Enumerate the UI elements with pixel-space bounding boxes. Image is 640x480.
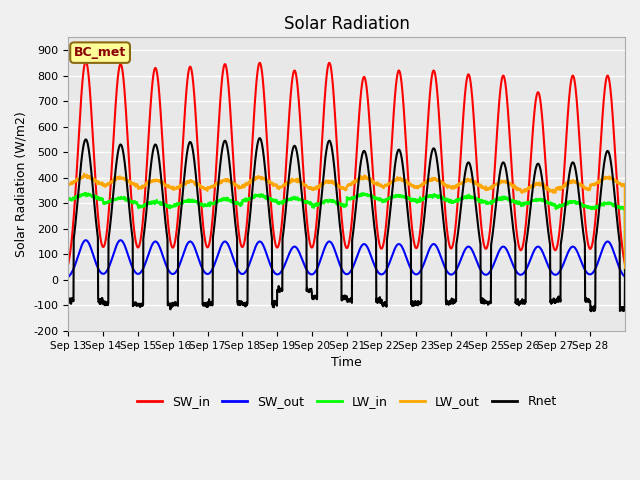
LW_in	[613, 205, 621, 211]
SW_out	[65, 274, 72, 280]
Rnet	[546, 240, 554, 246]
Line: Rnet: Rnet	[68, 138, 625, 311]
SW_in	[82, 59, 90, 64]
SW_out	[380, 270, 388, 276]
LW_out	[241, 182, 248, 188]
LW_in	[380, 198, 388, 204]
Line: SW_in: SW_in	[68, 61, 625, 264]
Y-axis label: Solar Radiation (W/m2): Solar Radiation (W/m2)	[15, 111, 28, 257]
SW_out	[241, 270, 248, 276]
SW_in	[515, 241, 522, 247]
SW_in	[241, 240, 248, 245]
LW_in	[241, 197, 248, 203]
LW_in	[515, 199, 522, 205]
LW_in	[82, 190, 90, 196]
SW_in	[546, 217, 554, 223]
LW_in	[65, 196, 72, 202]
LW_out	[621, 277, 629, 283]
SW_out	[621, 274, 629, 280]
LW_in	[621, 277, 629, 283]
Rnet	[240, 300, 248, 306]
Rnet	[256, 135, 264, 141]
Line: LW_in: LW_in	[68, 193, 625, 280]
Text: BC_met: BC_met	[74, 46, 126, 59]
SW_in	[621, 262, 629, 267]
LW_out	[65, 181, 72, 187]
SW_in	[380, 237, 388, 242]
SW_in	[120, 84, 128, 90]
X-axis label: Time: Time	[332, 356, 362, 369]
Line: SW_out: SW_out	[68, 240, 625, 277]
Rnet	[614, 221, 621, 227]
LW_in	[120, 196, 128, 202]
Line: LW_out: LW_out	[68, 174, 625, 280]
Legend: SW_in, SW_out, LW_in, LW_out, Rnet: SW_in, SW_out, LW_in, LW_out, Rnet	[132, 390, 562, 413]
Rnet	[65, 298, 72, 303]
LW_out	[546, 187, 554, 193]
LW_out	[515, 185, 522, 191]
LW_out	[613, 180, 621, 186]
SW_out	[515, 271, 522, 277]
LW_out	[380, 184, 388, 190]
SW_out	[613, 260, 621, 265]
Rnet	[588, 308, 595, 314]
LW_out	[80, 171, 88, 177]
LW_in	[546, 201, 554, 206]
Rnet	[621, 267, 629, 273]
SW_in	[65, 261, 72, 266]
Rnet	[120, 155, 128, 160]
LW_out	[120, 175, 128, 181]
SW_out	[116, 237, 124, 243]
SW_out	[120, 241, 128, 247]
Rnet	[380, 300, 388, 306]
Rnet	[515, 301, 522, 307]
Title: Solar Radiation: Solar Radiation	[284, 15, 410, 33]
SW_in	[613, 185, 621, 191]
SW_out	[546, 266, 554, 272]
